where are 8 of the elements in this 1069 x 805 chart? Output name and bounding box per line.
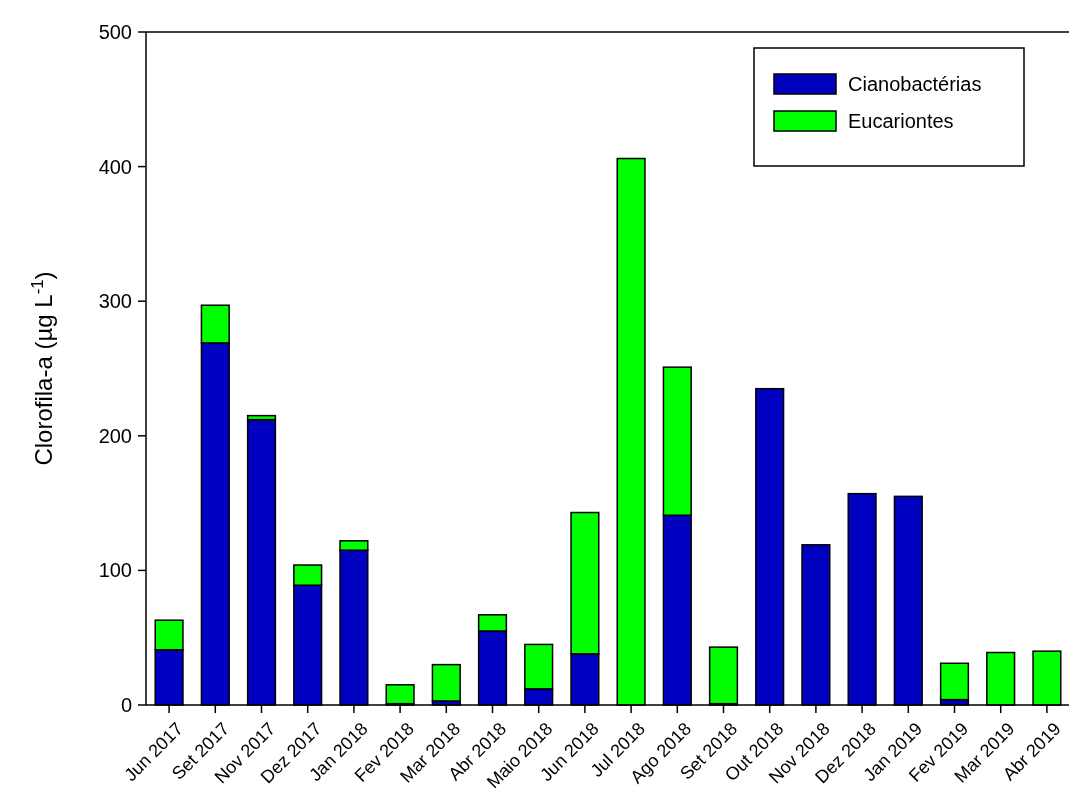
y-tick-label: 300 [98,290,132,313]
legend-label: Eucariontes [848,110,954,132]
legend-label: Cianobactérias [848,73,982,95]
y-tick-label: 200 [98,424,132,447]
y-tick-label: 100 [98,559,132,582]
y-tick-label: 0 [120,694,132,716]
y-tick-label: 500 [98,21,132,43]
y-tick-label: 400 [98,155,132,178]
